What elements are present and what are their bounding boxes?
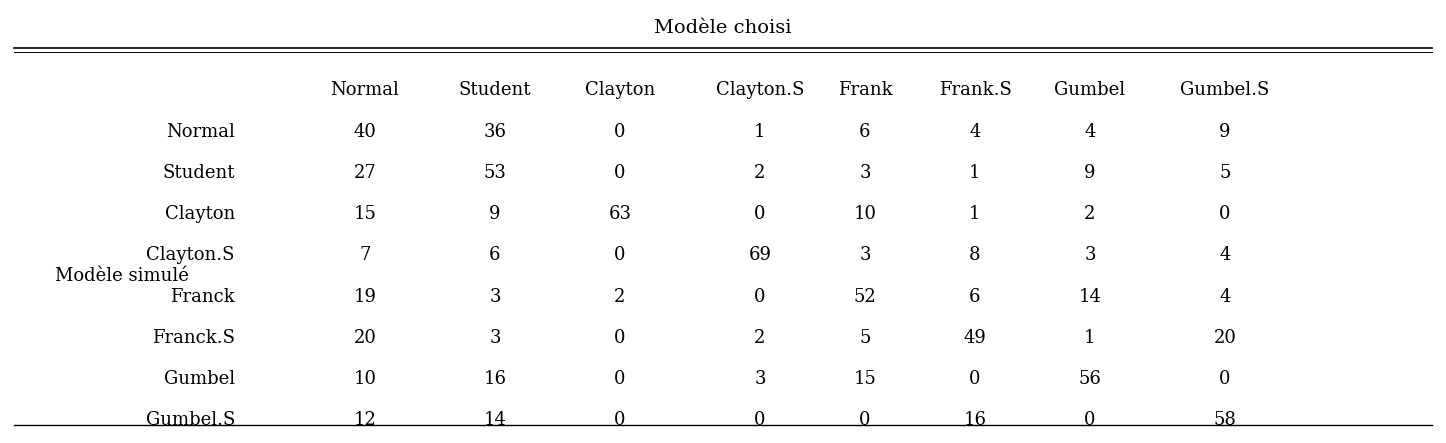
Text: 69: 69 — [749, 246, 772, 264]
Text: Frank: Frank — [837, 81, 892, 99]
Text: 2: 2 — [1084, 205, 1096, 223]
Text: 56: 56 — [1079, 370, 1102, 388]
Text: 27: 27 — [354, 164, 376, 182]
Text: 0: 0 — [615, 329, 626, 347]
Text: Clayton.S: Clayton.S — [716, 81, 804, 99]
Text: Modèle simulé: Modèle simulé — [55, 267, 189, 285]
Text: 0: 0 — [615, 411, 626, 429]
Text: 14: 14 — [1079, 288, 1102, 306]
Text: Gumbel: Gumbel — [1054, 81, 1125, 99]
Text: Student: Student — [458, 81, 531, 99]
Text: 52: 52 — [853, 288, 876, 306]
Text: 2: 2 — [755, 329, 766, 347]
Text: 3: 3 — [859, 164, 870, 182]
Text: 0: 0 — [1219, 370, 1231, 388]
Text: 10: 10 — [353, 370, 376, 388]
Text: 7: 7 — [359, 246, 370, 264]
Text: Franck: Franck — [171, 288, 236, 306]
Text: Franck.S: Franck.S — [152, 329, 236, 347]
Text: 10: 10 — [853, 205, 876, 223]
Text: 20: 20 — [354, 329, 376, 347]
Text: 12: 12 — [354, 411, 376, 429]
Text: 0: 0 — [615, 123, 626, 141]
Text: 4: 4 — [1219, 246, 1231, 264]
Text: 4: 4 — [1219, 288, 1231, 306]
Text: 6: 6 — [969, 288, 980, 306]
Text: 3: 3 — [489, 329, 500, 347]
Text: 49: 49 — [963, 329, 986, 347]
Text: 14: 14 — [483, 411, 506, 429]
Text: 6: 6 — [489, 246, 500, 264]
Text: 40: 40 — [354, 123, 376, 141]
Text: 1: 1 — [1084, 329, 1096, 347]
Text: 2: 2 — [615, 288, 626, 306]
Text: 6: 6 — [859, 123, 870, 141]
Text: 53: 53 — [483, 164, 506, 182]
Text: 0: 0 — [1084, 411, 1096, 429]
Text: 36: 36 — [483, 123, 506, 141]
Text: 3: 3 — [859, 246, 870, 264]
Text: Student: Student — [162, 164, 236, 182]
Text: Normal: Normal — [331, 81, 399, 99]
Text: 0: 0 — [755, 205, 766, 223]
Text: Gumbel.S: Gumbel.S — [146, 411, 236, 429]
Text: Clayton: Clayton — [165, 205, 236, 223]
Text: 15: 15 — [354, 205, 376, 223]
Text: Frank.S: Frank.S — [938, 81, 1011, 99]
Text: 0: 0 — [615, 246, 626, 264]
Text: 19: 19 — [353, 288, 376, 306]
Text: 0: 0 — [755, 411, 766, 429]
Text: 8: 8 — [969, 246, 980, 264]
Text: 0: 0 — [1219, 205, 1231, 223]
Text: 3: 3 — [1084, 246, 1096, 264]
Text: Modèle choisi: Modèle choisi — [654, 19, 792, 37]
Text: 0: 0 — [615, 370, 626, 388]
Text: 2: 2 — [755, 164, 766, 182]
Text: 1: 1 — [969, 205, 980, 223]
Text: 1: 1 — [969, 164, 980, 182]
Text: Gumbel: Gumbel — [163, 370, 236, 388]
Text: Normal: Normal — [166, 123, 236, 141]
Text: 16: 16 — [963, 411, 986, 429]
Text: Clayton: Clayton — [584, 81, 655, 99]
Text: 0: 0 — [615, 164, 626, 182]
Text: 0: 0 — [755, 288, 766, 306]
Text: 5: 5 — [1219, 164, 1231, 182]
Text: 15: 15 — [853, 370, 876, 388]
Text: 9: 9 — [489, 205, 500, 223]
Text: 63: 63 — [609, 205, 632, 223]
Text: 4: 4 — [969, 123, 980, 141]
Text: 4: 4 — [1084, 123, 1096, 141]
Text: 16: 16 — [483, 370, 506, 388]
Text: Gumbel.S: Gumbel.S — [1180, 81, 1270, 99]
Text: 9: 9 — [1219, 123, 1231, 141]
Text: 0: 0 — [969, 370, 980, 388]
Text: 58: 58 — [1213, 411, 1236, 429]
Text: Clayton.S: Clayton.S — [146, 246, 236, 264]
Text: 3: 3 — [489, 288, 500, 306]
Text: 20: 20 — [1213, 329, 1236, 347]
Text: 0: 0 — [859, 411, 870, 429]
Text: 9: 9 — [1084, 164, 1096, 182]
Text: 1: 1 — [755, 123, 766, 141]
Text: 3: 3 — [755, 370, 766, 388]
Text: 5: 5 — [859, 329, 870, 347]
